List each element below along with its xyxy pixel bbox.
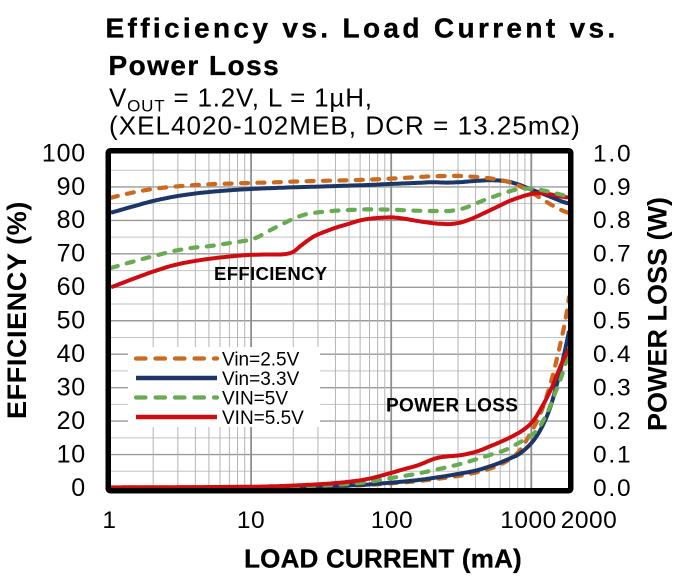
svg-text:80: 80 (57, 206, 86, 234)
svg-text:0.6: 0.6 (593, 274, 632, 301)
svg-text:90: 90 (57, 173, 86, 201)
svg-text:1.0: 1.0 (593, 140, 632, 167)
svg-text:EFFICIENCY (%): EFFICIENCY (%) (2, 201, 32, 419)
svg-text:Power Loss: Power Loss (109, 50, 281, 81)
svg-text:VIN=5V: VIN=5V (222, 389, 288, 410)
svg-text:Vin=2.5V: Vin=2.5V (222, 350, 300, 371)
svg-text:Efficiency vs. Load Current vs: Efficiency vs. Load Current vs. (106, 13, 619, 44)
svg-text:1000: 1000 (500, 507, 557, 534)
svg-text:1: 1 (102, 507, 116, 534)
svg-text:40: 40 (57, 340, 86, 368)
svg-text:0.2: 0.2 (593, 408, 632, 435)
svg-text:100: 100 (42, 139, 86, 167)
svg-text:0.9: 0.9 (593, 174, 632, 201)
svg-text:2000: 2000 (561, 507, 618, 534)
svg-text:POWER LOSS: POWER LOSS (386, 396, 518, 417)
svg-text:0.7: 0.7 (593, 241, 632, 268)
svg-text:100: 100 (371, 507, 413, 534)
svg-text:Vin=3.3V: Vin=3.3V (222, 369, 300, 390)
svg-text:(XEL4020-102MEB, DCR = 13.25mΩ: (XEL4020-102MEB, DCR = 13.25mΩ) (109, 111, 581, 141)
svg-text:20: 20 (57, 407, 86, 435)
svg-text:0.8: 0.8 (593, 207, 632, 234)
svg-text:60: 60 (57, 273, 86, 301)
svg-text:10: 10 (57, 440, 86, 468)
svg-text:30: 30 (57, 373, 86, 401)
svg-text:0.0: 0.0 (593, 475, 632, 502)
svg-text:LOAD CURRENT (mA): LOAD CURRENT (mA) (244, 544, 522, 574)
svg-text:50: 50 (57, 307, 86, 335)
svg-text:EFFICIENCY: EFFICIENCY (214, 263, 328, 284)
svg-text:70: 70 (57, 240, 86, 268)
svg-text:10: 10 (237, 507, 265, 534)
svg-text:0: 0 (71, 474, 86, 502)
svg-text:POWER LOSS (W): POWER LOSS (W) (643, 197, 673, 431)
svg-text:0.3: 0.3 (593, 374, 632, 401)
svg-text:0.4: 0.4 (593, 341, 632, 368)
svg-text:VIN=5.5V: VIN=5.5V (222, 408, 304, 429)
svg-text:0.1: 0.1 (593, 441, 632, 468)
svg-text:0.5: 0.5 (593, 308, 632, 335)
